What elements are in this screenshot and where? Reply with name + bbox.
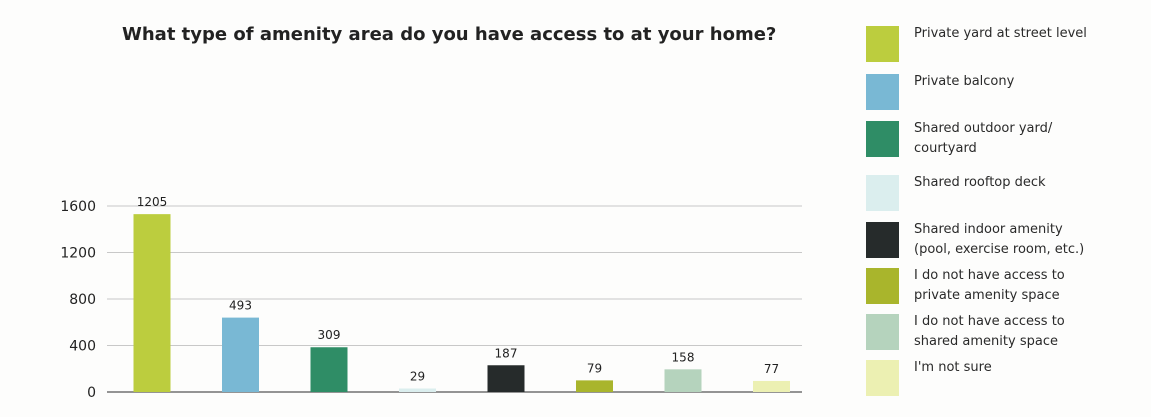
legend-label: I do not have access to private amenity … (914, 268, 1065, 303)
legend-swatch (866, 268, 899, 304)
legend-label: Shared rooftop deck (914, 175, 1046, 190)
legend-swatch (866, 26, 899, 62)
legend-item: Private balcony (866, 72, 1151, 112)
bar-value-label: 77 (764, 362, 779, 376)
bar (576, 380, 613, 392)
chart-title: What type of amenity area do you have ac… (122, 24, 777, 45)
legend: Private yard at street level Private balc… (866, 0, 1151, 417)
bar (664, 369, 702, 392)
legend-swatch (866, 175, 899, 211)
y-tick-label: 400 (69, 339, 96, 355)
legend-swatch (866, 222, 899, 258)
y-tick-label: 800 (69, 292, 96, 308)
bar-value-label: 158 (672, 350, 695, 364)
bar-value-label: 187 (495, 346, 518, 360)
y-tick-label: 1600 (60, 199, 96, 215)
legend-item: Shared outdoor yard/ courtyard (866, 119, 1151, 159)
legend-swatch (866, 360, 899, 396)
legend-item: I'm not sure (866, 358, 1151, 398)
grid-lines (107, 205, 802, 393)
legend-item: I do not have access to private amenity … (866, 266, 1151, 306)
legend-label: Shared outdoor yard/ courtyard (914, 121, 1053, 156)
legend-swatch (866, 74, 899, 110)
legend-swatch (866, 314, 899, 350)
bar-value-label: 309 (318, 328, 341, 342)
bar-chart: 1205 493 309 29 187 79 158 77 0 400 800 1200 1600 (60, 195, 802, 401)
bar (133, 214, 171, 392)
legend-item: I do not have access to shared amenity s… (866, 312, 1151, 352)
legend-label: Private yard at street level (914, 26, 1087, 41)
legend-swatch (866, 121, 899, 157)
legend-item: Private yard at street level (866, 24, 1151, 64)
bar-value-label: 79 (587, 361, 602, 375)
bar (399, 388, 436, 392)
y-tick-label: 0 (87, 385, 96, 401)
legend-label: I do not have access to shared amenity s… (914, 314, 1065, 349)
bars (133, 214, 790, 392)
bar (487, 365, 525, 392)
bar-value-label: 493 (229, 299, 252, 313)
bar-value-label: 1205 (137, 195, 168, 209)
legend-item: Shared rooftop deck (866, 173, 1151, 213)
bar-value-label: 29 (410, 370, 425, 384)
data-labels: 1205 493 309 29 187 79 158 77 (137, 195, 779, 383)
y-axis-ticks: 0 400 800 1200 1600 (60, 199, 96, 401)
bar (753, 380, 790, 392)
legend-label: I'm not sure (914, 360, 992, 375)
legend-label: Shared indoor amenity (pool, exercise ro… (914, 222, 1085, 257)
bar (310, 347, 348, 392)
legend-item: Shared indoor amenity (pool, exercise ro… (866, 220, 1151, 260)
legend-label: Private balcony (914, 74, 1015, 89)
bar (222, 317, 259, 392)
y-tick-label: 1200 (60, 246, 96, 262)
